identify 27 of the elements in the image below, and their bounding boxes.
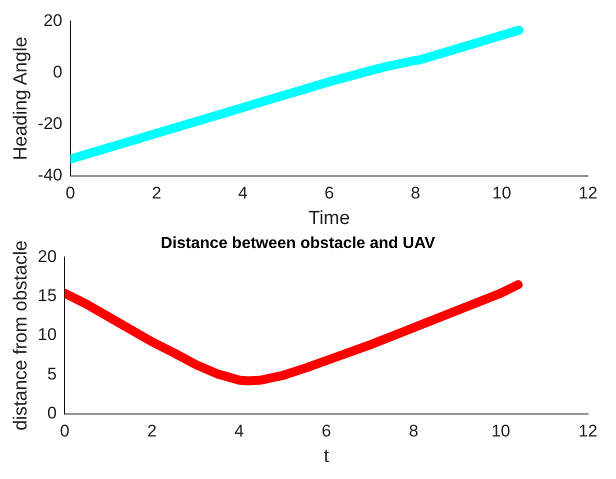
y-tick-label: 20 xyxy=(43,10,62,30)
x-tick-label: 6 xyxy=(322,422,332,441)
chart-title: Distance between obstacle and UAV xyxy=(160,235,436,252)
x-tick-label: 6 xyxy=(324,184,334,203)
y-tick-label: 5 xyxy=(47,364,57,384)
y-tick-label: -40 xyxy=(38,165,62,184)
x-tick-label: 12 xyxy=(578,184,598,203)
y-axis-title: distance from obstacle xyxy=(10,240,32,431)
y-tick-label: 15 xyxy=(38,286,57,306)
y-tick-label: 10 xyxy=(38,325,57,344)
x-tick-label: 2 xyxy=(147,422,157,441)
x-tick-label: 4 xyxy=(234,422,244,441)
x-tick-label: 4 xyxy=(238,184,248,203)
y-tick-label: 0 xyxy=(47,403,57,422)
y-tick-label: 0 xyxy=(52,62,62,82)
x-tick-label: 8 xyxy=(410,184,420,203)
x-axis-title: Time xyxy=(308,208,350,229)
x-axis-title: t xyxy=(324,446,330,467)
y-tick-label: -20 xyxy=(38,114,62,133)
x-tick-label: 8 xyxy=(408,422,418,441)
y-axis-title: Heading Angle xyxy=(10,36,32,160)
x-tick-label: 10 xyxy=(491,422,510,441)
y-tick-label: 20 xyxy=(38,246,57,266)
x-tick-label: 10 xyxy=(492,184,512,203)
x-tick-label: 12 xyxy=(578,422,598,441)
x-tick-label: 0 xyxy=(66,184,76,203)
x-tick-label: 2 xyxy=(152,184,162,203)
